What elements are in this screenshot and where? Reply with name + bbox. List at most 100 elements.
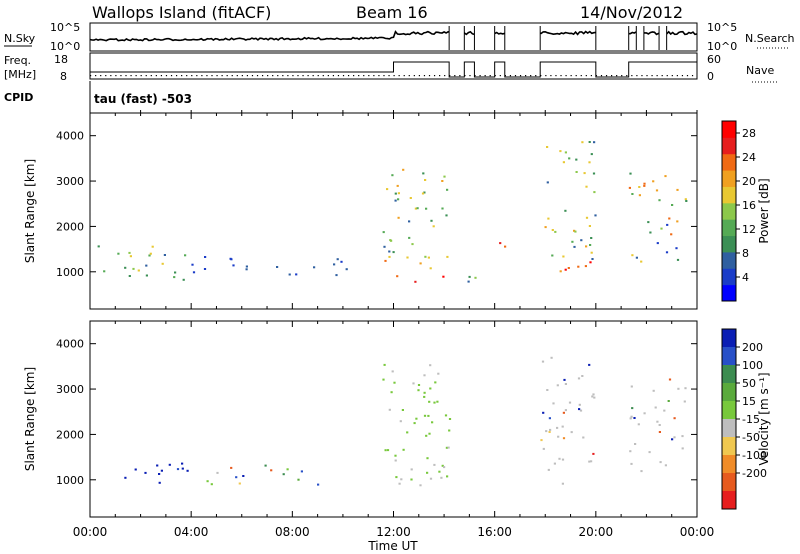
nave-dot: [317, 75, 319, 77]
nave-dot: [368, 75, 370, 77]
echo-cell: [684, 387, 687, 390]
echo-cell: [345, 268, 348, 271]
nave-dot: [651, 75, 653, 77]
echo-cell: [413, 422, 416, 425]
echo-cell: [593, 191, 596, 194]
echo-cell: [446, 475, 449, 478]
echo-cell: [592, 393, 595, 396]
echo-cell: [184, 254, 187, 257]
echo-cell: [424, 179, 427, 181]
echo-cell: [117, 252, 120, 255]
echo-cell: [591, 395, 594, 398]
echo-cell: [411, 243, 414, 246]
nsky-label: N.Sky: [4, 32, 36, 45]
nave-dot: [206, 75, 208, 77]
echo-cell: [144, 471, 147, 474]
echo-cell: [681, 435, 684, 438]
x-tick-label: 00:00: [680, 525, 715, 539]
nave-dot: [322, 75, 324, 77]
echo-cell: [564, 409, 567, 412]
nave-dot: [90, 75, 92, 77]
nave-dot: [241, 75, 243, 77]
echo-cell: [562, 161, 565, 164]
nave-dot: [555, 75, 557, 77]
echo-cell: [393, 381, 396, 384]
y-tick-label: 1000: [56, 266, 84, 279]
echo-cell: [173, 276, 176, 279]
nave-dot: [454, 75, 456, 77]
freq-unit: [MHz]: [4, 68, 36, 81]
echo-cell: [584, 265, 587, 268]
nave-dot: [353, 75, 355, 77]
nave-dot: [590, 75, 592, 77]
nave-dot: [535, 75, 537, 77]
nsky-gap: [659, 24, 667, 50]
colorbar-segment: [722, 219, 736, 237]
echo-cell: [145, 264, 148, 267]
echo-cell: [677, 387, 680, 390]
echo-cell: [444, 414, 448, 417]
echo-cell: [551, 254, 554, 257]
echo-cell: [427, 414, 430, 417]
colorbar-tick-label: 16: [742, 199, 756, 212]
echo-cell: [414, 280, 417, 283]
velocity-ylabel: Slant Range [km]: [23, 367, 37, 471]
nave-dot: [100, 75, 102, 77]
nave-dot: [388, 75, 390, 77]
colorbar-segment: [722, 491, 736, 510]
nave-dot: [621, 75, 623, 77]
nave-dot: [140, 75, 142, 77]
nave-dot: [292, 75, 294, 77]
power-y-ticks: 1000 2000 3000 4000: [56, 130, 697, 279]
echo-cell: [245, 268, 248, 271]
nave-dot: [95, 75, 97, 77]
echo-cell: [409, 197, 412, 199]
nave-dot: [191, 75, 193, 77]
nsky-tick-top: 10^5: [50, 21, 80, 34]
colorbar-tick-label: 28: [742, 127, 756, 140]
colorbar-segment: [722, 121, 736, 138]
velocity-panel: 1000 2000 3000 4000 Slant Range [km] 200 100…: [23, 320, 771, 518]
echo-cell: [640, 260, 643, 263]
nave-dot: [363, 75, 365, 77]
nave-dot: [661, 75, 663, 77]
echo-cell: [383, 363, 386, 366]
nave-dot: [120, 75, 122, 77]
echo-cell: [394, 192, 397, 195]
echo-cell: [671, 204, 674, 206]
power-colorbar: 4 8 12 16 20 24 28: [721, 120, 756, 302]
echo-cell: [429, 364, 432, 367]
echo-cell: [545, 430, 548, 433]
colorbar-segment: [722, 251, 736, 269]
nave-tick-top: 60: [707, 53, 721, 66]
nave-dot: [221, 75, 223, 77]
nave-dot: [186, 75, 188, 77]
nave-dot: [342, 75, 345, 77]
velocity-colorbar-label: Velocity [m s⁻¹]: [757, 372, 771, 465]
colorbar-tick-label: -200: [742, 467, 767, 480]
echo-cell: [270, 469, 273, 472]
echo-cell: [685, 200, 688, 202]
echo-cell: [668, 378, 672, 381]
echo-cell: [548, 431, 551, 433]
echo-cell: [630, 415, 633, 418]
echo-cell: [671, 438, 674, 441]
y-tick-label: 3000: [56, 383, 84, 396]
echo-cell: [564, 383, 567, 385]
echo-cell: [575, 158, 578, 161]
echo-cell: [588, 363, 591, 366]
echo-cell: [124, 266, 127, 269]
nave-dot: [236, 75, 238, 77]
echo-cell: [447, 446, 450, 449]
nave-dot: [150, 75, 152, 77]
echo-cell: [559, 150, 562, 153]
echo-cell: [467, 280, 470, 283]
nave-dot: [525, 75, 527, 77]
nave-dot: [636, 75, 638, 77]
echo-cell: [676, 220, 679, 223]
freq-trace: [90, 61, 697, 78]
velocity-colorbar: 200 100 50 15 -15 -50 -100 -200: [721, 328, 767, 510]
echo-cell: [158, 481, 161, 484]
nave-dot: [428, 75, 431, 77]
